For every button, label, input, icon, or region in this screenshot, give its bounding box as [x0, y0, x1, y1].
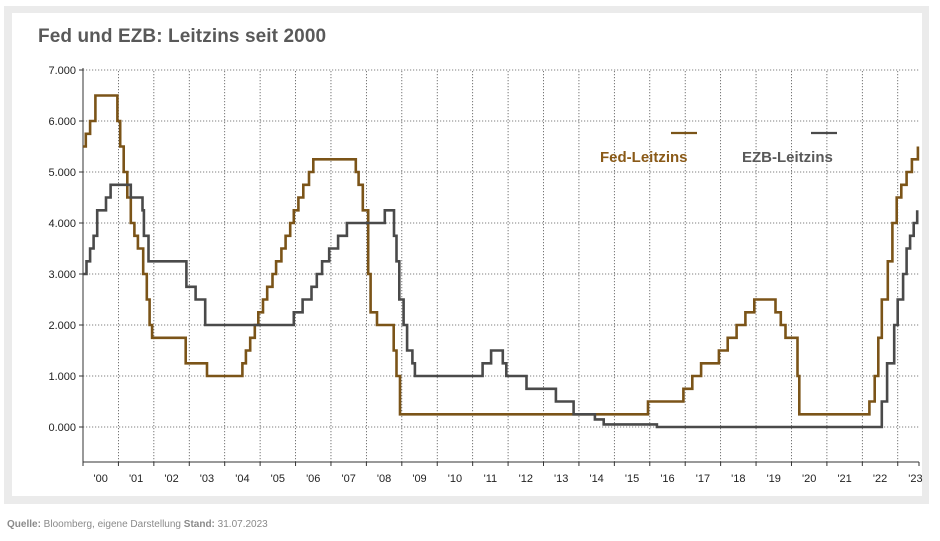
x-tick-label: '15	[625, 473, 639, 485]
date-text: 31.07.2023	[214, 519, 268, 530]
x-tick-label: '09	[412, 473, 426, 485]
chart-title: Fed und EZB: Leitzins seit 2000	[38, 26, 327, 47]
y-tick-label: 5.000	[48, 167, 76, 179]
x-tick-label: '12	[519, 473, 533, 485]
source-label: Quelle:	[7, 519, 41, 530]
fed-rate-line	[83, 94, 920, 416]
source-note: Quelle: Bloomberg, eigene Darstellung St…	[7, 519, 268, 530]
date-label: Stand:	[183, 519, 215, 530]
y-tick-label: 6.000	[48, 116, 76, 128]
x-tick-label: '22	[873, 473, 887, 485]
source-text: Bloomberg, eigene Darstellung	[40, 519, 184, 530]
x-tick-label: '20	[802, 473, 816, 485]
x-tick-label: '07	[342, 473, 356, 485]
x-tick-label: '06	[306, 473, 320, 485]
x-tick-label: '05	[271, 473, 285, 485]
y-tick-label: 7.000	[48, 65, 76, 77]
x-tick-label: '01	[129, 473, 143, 485]
x-tick-label: '03	[200, 473, 214, 485]
legend-label: Fed-Leitzins	[600, 149, 688, 166]
y-tick-label: 1.000	[48, 371, 76, 383]
x-tick-label: '16	[660, 473, 674, 485]
x-tick-label: '02	[164, 473, 178, 485]
x-tick-label: '10	[448, 473, 462, 485]
x-tick-label: '19	[767, 473, 781, 485]
x-tick-label: '21	[837, 473, 851, 485]
x-tick-label: '04	[235, 473, 249, 485]
x-tick-label: '17	[696, 473, 710, 485]
y-tick-label: 0.000	[48, 422, 76, 434]
x-tick-label: '14	[589, 473, 603, 485]
ecb-rate-line	[83, 183, 919, 429]
x-tick-label: '11	[484, 473, 498, 485]
y-tick-label: 3.000	[48, 269, 76, 281]
y-tick-label: 4.000	[48, 218, 76, 230]
x-tick-label: '18	[731, 473, 745, 485]
x-tick-label: '23	[908, 473, 922, 485]
x-tick-label: '00	[94, 473, 108, 485]
x-tick-label: '08	[377, 473, 391, 485]
y-tick-label: 2.000	[48, 320, 76, 332]
x-tick-label: '13	[554, 473, 568, 485]
legend-label: EZB-Leitzins	[742, 149, 833, 166]
